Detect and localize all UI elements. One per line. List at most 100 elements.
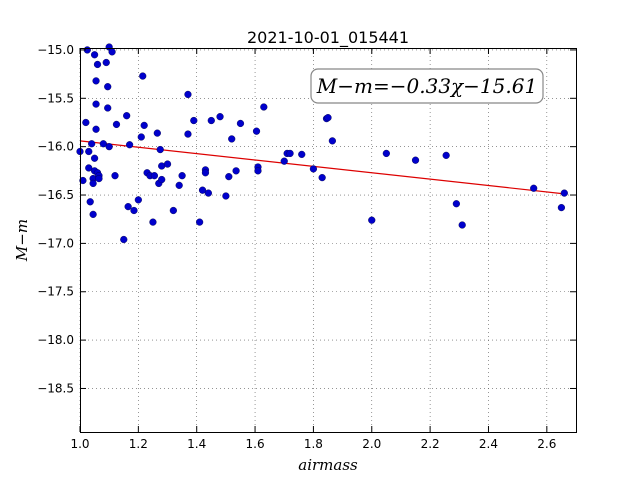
x-tick-label: 1.6 (246, 437, 265, 451)
data-point (156, 145, 164, 154)
y-tick-label: −16.5 (37, 188, 74, 202)
data-point (260, 103, 268, 111)
x-tick-label: 1.0 (70, 437, 89, 451)
annotation-frame (310, 68, 544, 104)
data-point (92, 100, 100, 108)
x-tick-label: 2.6 (537, 437, 556, 451)
data-point (88, 140, 96, 148)
data-point (102, 58, 110, 67)
y-tick-label: −17.5 (37, 285, 74, 299)
data-point (232, 167, 240, 175)
data-point (85, 164, 93, 172)
y-axis-label: M−m (13, 219, 31, 262)
data-point (184, 130, 192, 138)
data-point (175, 181, 183, 189)
data-point (178, 172, 186, 180)
data-point (222, 192, 230, 200)
data-point (318, 174, 326, 182)
data-point (82, 118, 90, 127)
data-point (105, 143, 113, 151)
data-point (85, 147, 93, 156)
data-point (99, 140, 107, 148)
data-point (204, 189, 212, 197)
x-tick-label: 2.4 (479, 437, 498, 451)
y-tick-label: −18.5 (37, 381, 74, 395)
data-point (225, 173, 233, 181)
data-point (163, 160, 172, 168)
data-point (298, 150, 306, 158)
data-point (328, 137, 336, 145)
x-tick-label: 1.4 (187, 437, 206, 451)
data-point (89, 179, 97, 188)
x-tick-label: 1.2 (129, 437, 148, 451)
x-tick-label: 2.2 (421, 437, 440, 451)
y-tick-label: −18.0 (37, 333, 74, 347)
data-point (149, 218, 157, 226)
data-point (95, 174, 103, 183)
data-point (458, 221, 466, 229)
data-point (140, 121, 148, 129)
data-point (196, 218, 204, 226)
data-point (169, 206, 177, 215)
data-point (86, 198, 94, 206)
data-point (198, 186, 207, 194)
data-point (252, 127, 261, 135)
data-point (382, 149, 390, 158)
data-points (76, 43, 568, 244)
x-tick-label: 1.8 (304, 437, 323, 451)
data-point (184, 90, 192, 99)
data-point (124, 203, 132, 211)
x-axis-label: airmass (298, 456, 358, 474)
data-point (286, 149, 294, 158)
data-point (89, 210, 97, 218)
data-point (123, 112, 131, 120)
data-point (442, 151, 450, 159)
data-point (104, 104, 112, 112)
data-point (411, 156, 420, 164)
y-tick-label: −16.0 (37, 140, 74, 154)
data-point (79, 176, 87, 185)
data-point (112, 120, 121, 129)
data-point (452, 200, 460, 208)
data-point (324, 114, 332, 122)
data-point (93, 60, 102, 69)
data-point (90, 154, 99, 162)
data-point (254, 167, 262, 175)
data-point (150, 172, 159, 180)
axis-ticks: 1.0 1.2 1.4 1.6 1.8 2.0 2.2 2.4 2.6 −15.0 −15.5 −16… (37, 43, 576, 451)
data-point (309, 165, 318, 173)
data-point (158, 175, 166, 184)
data-point (207, 116, 215, 125)
data-point (557, 203, 566, 212)
data-point (120, 235, 128, 244)
y-tick-label: −17.0 (37, 236, 74, 250)
data-point (368, 216, 376, 224)
y-tick-label: −15.0 (37, 43, 74, 57)
x-tick-label: 2.0 (362, 437, 381, 451)
data-point (280, 157, 288, 165)
data-point (90, 51, 99, 59)
data-point (201, 169, 210, 177)
data-point (134, 196, 142, 204)
data-point (126, 141, 134, 149)
plot-frame (80, 48, 577, 433)
data-point (92, 77, 100, 85)
data-point (190, 116, 198, 125)
fit-annotation-box: M−m=−0.33χ−15.61 (310, 68, 544, 104)
y-tick-label: −15.5 (37, 91, 74, 105)
data-point (111, 172, 119, 180)
data-point (137, 133, 145, 141)
chart-title: 2021-10-01_015441 (247, 28, 409, 48)
data-point (236, 119, 245, 128)
data-point (530, 184, 538, 192)
data-point (92, 125, 100, 133)
data-point (228, 135, 236, 143)
data-point (139, 72, 147, 80)
data-point (108, 48, 116, 56)
fit-equation: M−m=−0.33χ−15.61 (316, 74, 537, 98)
data-point (153, 129, 161, 137)
data-point (560, 189, 568, 197)
data-point (104, 83, 112, 91)
data-point (130, 206, 138, 215)
